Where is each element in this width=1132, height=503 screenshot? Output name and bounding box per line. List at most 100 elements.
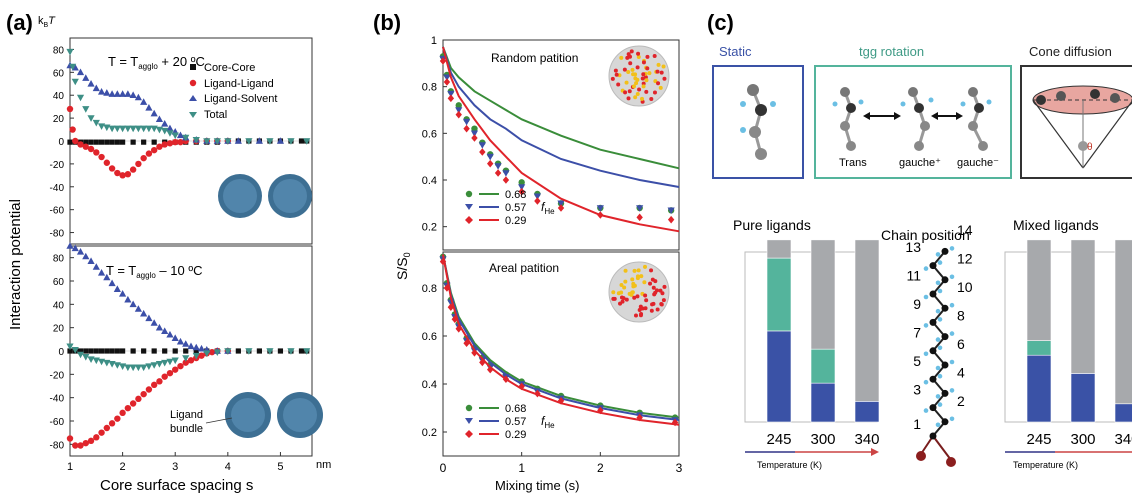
data-point-total (213, 138, 221, 145)
data-point-ligand-ligand (87, 145, 95, 153)
sphere-dot (655, 307, 660, 312)
data-point-ligand-solvent (140, 98, 148, 105)
sphere-dot (633, 313, 638, 318)
data-point-ligand-ligand (145, 150, 153, 157)
chain-bond (932, 435, 952, 461)
sphere-dot (635, 91, 640, 96)
data-point-ligand-ligand (77, 442, 84, 449)
data-point-total (203, 138, 211, 145)
data-point-ligand-solvent (150, 109, 158, 117)
sphere-dot (616, 82, 621, 87)
data-point-0.57 (447, 90, 455, 98)
b-top-legend-057: 0.57 (505, 202, 526, 214)
bar-static (1026, 354, 1052, 423)
legend-ligand-solvent: Ligand-Solvent (204, 93, 277, 105)
sphere-dot (652, 90, 657, 95)
data-point-0.29 (534, 197, 541, 205)
motion-title-static: Static (719, 44, 752, 59)
cone-diffusion-image: θ (1032, 85, 1132, 169)
mixed-bars (1026, 239, 1132, 423)
data-point-ligand-ligand (150, 146, 158, 154)
sphere-dot (655, 69, 660, 74)
x-tick-label: 2 (120, 461, 126, 473)
data-point-total (97, 123, 106, 130)
x-tick-label: 5 (277, 461, 283, 473)
data-point-core-core (151, 348, 157, 354)
y-tick-label: 0.8 (422, 283, 437, 295)
data-point-total (119, 363, 127, 370)
data-point-0.57 (470, 130, 479, 138)
data-point-ligand-ligand (198, 352, 205, 359)
data-point-ligand-ligand (69, 126, 76, 133)
data-point-total (97, 358, 106, 366)
data-point-core-core (104, 139, 110, 145)
data-point-0.68 (455, 102, 462, 109)
a-top-chart-marks (66, 48, 312, 179)
data-point-ligand-ligand (145, 386, 153, 393)
data-point-total (266, 348, 274, 355)
carbon-atom (941, 333, 949, 341)
chain-number-right: 10 (957, 279, 973, 295)
temp-tick-label: 300 (1070, 431, 1095, 448)
data-point-ligand-ligand (72, 442, 79, 449)
data-point-ligand-solvent (87, 257, 95, 264)
sphere-dot (649, 268, 654, 273)
sphere-dot (630, 67, 635, 72)
b-ylabel: S/S0 (394, 252, 412, 280)
data-point-core-core (151, 139, 157, 145)
data-point-ligand-solvent (71, 244, 79, 252)
bar-static (766, 330, 792, 423)
data-point-total (66, 48, 74, 56)
data-point-ligand-solvent (182, 340, 190, 347)
a-x-ticks: 1 2 3 4 5 (67, 452, 283, 473)
data-point-ligand-ligand (72, 137, 79, 145)
y-tick-label: -80 (50, 229, 65, 240)
data-point-ligand-ligand (108, 165, 116, 172)
data-point-ligand-ligand (129, 166, 137, 173)
y-tick-label: -20 (50, 370, 65, 381)
data-point-core-core (88, 139, 94, 145)
data-point-ligand-ligand (172, 366, 179, 373)
data-point-total (113, 125, 121, 133)
y-tick-label: 0 (58, 347, 64, 358)
y-tick-label: -40 (50, 183, 65, 194)
sphere-dot (619, 55, 624, 60)
sphere-dot (649, 308, 654, 313)
data-point-ligand-ligand (119, 172, 126, 179)
b-top-frame (442, 39, 680, 251)
chain-number-left: 9 (913, 296, 921, 312)
sphere-dot (638, 304, 643, 309)
carbon-atom (929, 404, 937, 412)
temp-tick-label: 340 (1114, 431, 1132, 448)
data-point-total (119, 125, 127, 133)
data-point-ligand-ligand (177, 362, 184, 370)
b-top-sphere-image (608, 45, 670, 107)
hydrogen-atom (935, 280, 941, 286)
data-point-ligand-solvent (187, 342, 195, 350)
sphere-dot (658, 85, 663, 90)
sphere-dot (621, 296, 626, 301)
data-point-total (155, 126, 164, 134)
panel-a-label: (a) (6, 10, 33, 35)
b-bottom-frame (442, 251, 680, 457)
sphere-dot (643, 75, 648, 80)
sphere-dot (633, 76, 638, 81)
carbon-atom (941, 304, 949, 312)
data-point-core-core (120, 348, 126, 354)
sphere-dot (630, 277, 635, 282)
data-point-ligand-ligand (66, 435, 74, 442)
hydrogen-atom (937, 317, 943, 322)
b-bottom-chart-marks (439, 253, 680, 427)
legend-total: Total (204, 109, 227, 121)
data-point-total (166, 130, 174, 137)
sphere-dot (644, 78, 649, 83)
data-point-ligand-solvent (119, 90, 127, 97)
data-point-core-core (162, 348, 168, 354)
data-point-0.29 (487, 159, 494, 168)
sphere-dot (623, 268, 628, 273)
data-point-ligand-solvent (113, 285, 121, 292)
data-point-ligand-solvent (176, 131, 185, 139)
data-point-0.29 (471, 349, 478, 357)
data-point-0.29 (451, 315, 458, 323)
data-point-ligand-solvent (97, 87, 106, 95)
